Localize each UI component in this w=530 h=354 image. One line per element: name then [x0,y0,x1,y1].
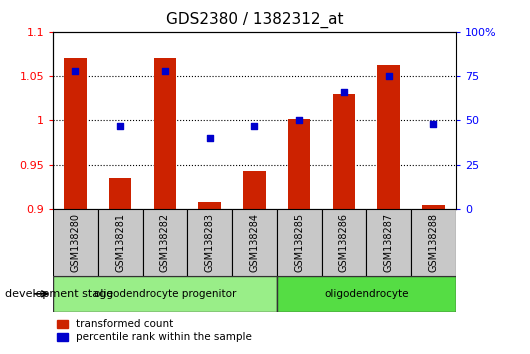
Bar [98,209,143,276]
Point [116,123,125,129]
Text: oligodendrocyte progenitor: oligodendrocyte progenitor [94,289,236,299]
Bar [411,209,456,276]
Bar [53,209,98,276]
Bar [232,209,277,276]
Point [71,68,80,74]
Text: GSM138286: GSM138286 [339,213,349,272]
Text: GSM138285: GSM138285 [294,213,304,272]
Bar [288,120,311,209]
Bar [198,202,221,209]
Bar [154,58,176,209]
Text: GSM138288: GSM138288 [428,213,438,272]
Bar [187,209,232,276]
Bar [333,94,355,209]
Bar [322,209,366,276]
Title: GDS2380 / 1382312_at: GDS2380 / 1382312_at [166,12,343,28]
Text: GSM138284: GSM138284 [250,213,259,272]
Point [295,118,303,123]
Bar [243,171,266,209]
Point [429,121,438,127]
Bar [366,209,411,276]
Point [384,73,393,79]
Bar [143,209,187,276]
Point [340,89,348,95]
Point [206,135,214,141]
Bar [277,209,322,276]
Text: development stage: development stage [5,289,113,299]
Text: oligodendrocyte: oligodendrocyte [324,289,409,299]
Bar [377,65,400,209]
Bar [422,205,445,209]
Bar [64,58,86,209]
Bar [53,276,277,312]
Legend: transformed count, percentile rank within the sample: transformed count, percentile rank withi… [53,315,256,347]
Text: GSM138280: GSM138280 [70,213,81,272]
Text: GSM138281: GSM138281 [115,213,125,272]
Bar [277,276,456,312]
Bar [109,178,131,209]
Text: GSM138282: GSM138282 [160,213,170,272]
Point [161,68,169,74]
Point [250,123,259,129]
Text: GSM138283: GSM138283 [205,213,215,272]
Text: GSM138287: GSM138287 [384,213,394,272]
